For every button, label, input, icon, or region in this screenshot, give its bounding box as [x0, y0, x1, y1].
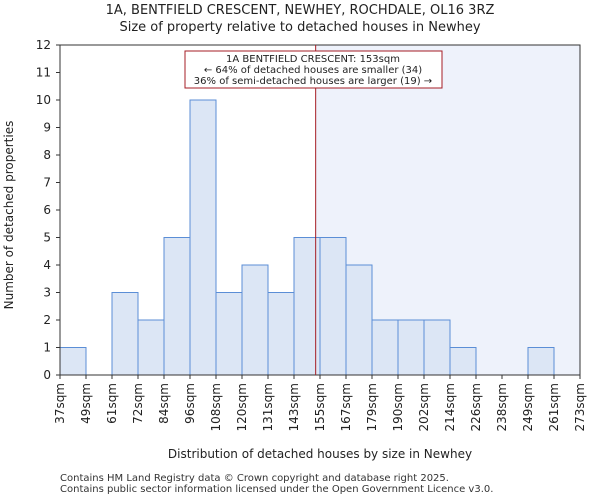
y-tick-label: 1 — [43, 341, 51, 355]
x-tick-label: 179sqm — [365, 383, 379, 431]
histogram-bar — [163, 237, 191, 376]
y-tick-label: 5 — [43, 231, 51, 245]
annotation-box — [184, 50, 443, 89]
x-tick-label: 120sqm — [235, 383, 249, 431]
annotation-line-2: ← 64% of detached houses are smaller (34… — [204, 65, 422, 76]
histogram-bar — [397, 319, 425, 376]
y-tick-label: 12 — [36, 38, 51, 52]
x-tick-label: 84sqm — [157, 383, 171, 424]
x-tick-label: 96sqm — [183, 383, 197, 424]
x-tick-label: 273sqm — [573, 383, 587, 431]
x-tick-label: 131sqm — [261, 383, 275, 431]
x-tick-label: 226sqm — [469, 383, 483, 431]
histogram-bar — [449, 347, 477, 376]
y-tick-label: 8 — [43, 148, 51, 162]
y-tick-label: 9 — [43, 121, 51, 135]
x-tick-label: 261sqm — [547, 383, 561, 431]
annotation-line-1: 1A BENTFIELD CRESCENT: 153sqm — [226, 54, 400, 65]
x-tick-label: 214sqm — [443, 383, 457, 431]
x-tick-label: 249sqm — [521, 383, 535, 431]
histogram-bar — [423, 319, 451, 376]
chart-subtitle: Size of property relative to detached ho… — [119, 20, 481, 35]
x-tick-label: 108sqm — [209, 383, 223, 431]
y-tick-label: 11 — [36, 66, 51, 80]
histogram-bar — [111, 292, 139, 376]
annotation-line-3: 36% of semi-detached houses are larger (… — [194, 76, 432, 87]
y-tick-label: 3 — [43, 286, 51, 300]
y-axis-label: Number of detached properties — [2, 121, 16, 310]
y-tick-label: 4 — [43, 258, 51, 272]
y-tick-label: 7 — [43, 176, 51, 190]
y-tick-label: 6 — [43, 203, 51, 217]
y-tick-label: 2 — [43, 313, 51, 327]
x-tick-label: 167sqm — [339, 383, 353, 431]
histogram-bar — [527, 347, 555, 376]
y-tick-label: 10 — [36, 93, 51, 107]
histogram-bar — [241, 264, 269, 376]
histogram-bar — [59, 347, 87, 376]
footer-line-2: Contains public sector information licen… — [60, 484, 494, 495]
histogram-bar — [137, 319, 165, 376]
histogram-bar — [371, 319, 399, 376]
x-axis-label: Distribution of detached houses by size … — [168, 447, 472, 461]
x-tick-label: 72sqm — [131, 383, 145, 424]
chart-title-address: 1A, BENTFIELD CRESCENT, NEWHEY, ROCHDALE… — [105, 3, 495, 18]
x-tick-label: 155sqm — [313, 383, 327, 431]
y-tick-label: 0 — [43, 368, 51, 382]
x-tick-label: 190sqm — [391, 383, 405, 431]
histogram-bar — [267, 292, 295, 376]
x-tick-label: 143sqm — [287, 383, 301, 431]
x-tick-label: 49sqm — [79, 383, 93, 424]
histogram-bar — [319, 237, 347, 376]
x-tick-label: 202sqm — [417, 383, 431, 431]
histogram-bar — [215, 292, 243, 376]
x-tick-label: 238sqm — [495, 383, 509, 431]
x-tick-label: 37sqm — [53, 383, 67, 424]
histogram-bar — [189, 99, 217, 376]
x-tick-label: 61sqm — [105, 383, 119, 424]
footer-line-1: Contains HM Land Registry data © Crown c… — [60, 473, 449, 484]
histogram-bar — [345, 264, 373, 376]
